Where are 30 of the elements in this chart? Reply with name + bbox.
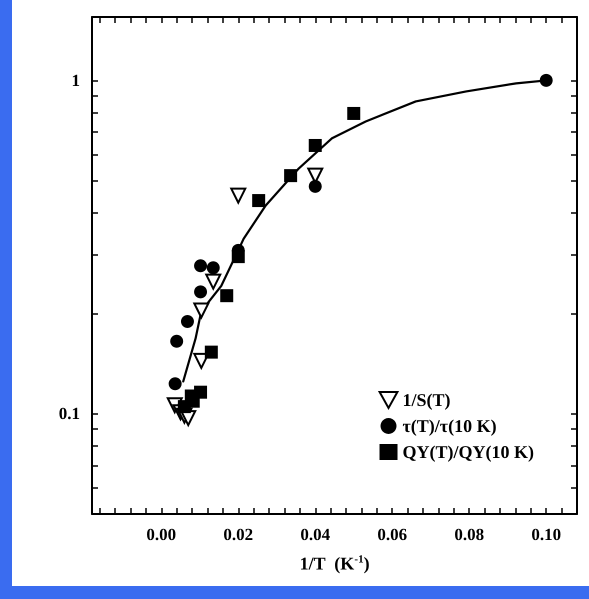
point <box>170 334 184 348</box>
point <box>168 377 182 390</box>
point <box>230 188 246 204</box>
point <box>194 259 208 272</box>
point <box>194 285 208 298</box>
point <box>347 106 360 120</box>
point <box>204 346 218 359</box>
x-tick-label: 0.00 <box>146 525 176 544</box>
point <box>193 302 210 318</box>
legend-label: τ(T)/τ(10 K) <box>402 416 497 436</box>
point <box>220 289 234 302</box>
x-tick-label: 0.02 <box>223 525 254 544</box>
x-tick-label: 0.10 <box>531 525 562 544</box>
legend-label: QY(T)/QY(10 K) <box>402 442 534 462</box>
point <box>308 180 322 193</box>
point <box>284 169 298 182</box>
point <box>206 261 220 274</box>
legend-label: 1/S(T) <box>402 390 451 410</box>
x-tick-label: 0.08 <box>454 525 484 544</box>
point <box>252 194 266 208</box>
point <box>205 274 222 290</box>
point <box>180 315 194 328</box>
y-tick-label: 1 <box>72 70 80 90</box>
point <box>540 74 553 87</box>
point <box>308 138 322 152</box>
point <box>194 386 208 399</box>
y-tick-label: 0.1 <box>58 404 80 424</box>
x-tick-label: 0.06 <box>377 525 408 544</box>
point <box>232 250 245 264</box>
x-tick-label: 0.04 <box>300 525 331 544</box>
